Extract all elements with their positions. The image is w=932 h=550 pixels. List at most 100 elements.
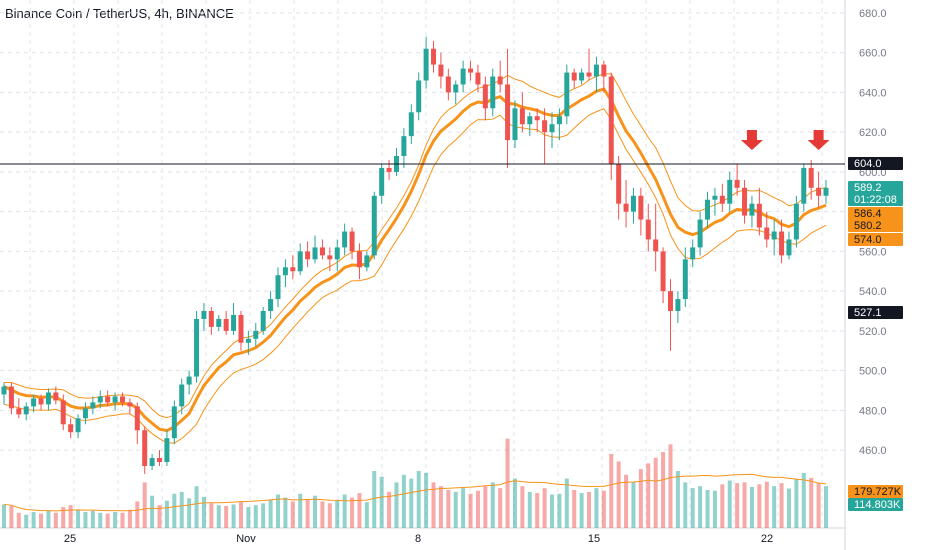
- price-badge-bg: [848, 207, 903, 220]
- candle-body: [231, 314, 237, 331]
- volume-bar: [231, 504, 236, 528]
- candle-body: [364, 255, 370, 268]
- candle-body: [756, 203, 762, 228]
- candle-body: [771, 231, 777, 240]
- volume-bar: [461, 488, 466, 528]
- volume-bar: [157, 505, 162, 528]
- volume-bar: [209, 503, 214, 528]
- candle-body: [223, 318, 229, 331]
- candle-body: [416, 80, 422, 113]
- candle-body: [653, 239, 659, 252]
- volume-bar: [276, 494, 280, 528]
- candle-body: [327, 255, 333, 260]
- price-badge-bg: [848, 306, 903, 319]
- candle-body: [705, 199, 711, 220]
- candle-body: [186, 376, 192, 385]
- volume-bar: [53, 512, 58, 528]
- candle-body: [793, 203, 799, 240]
- volume-bar: [83, 512, 88, 528]
- volume-bar: [609, 453, 614, 528]
- volume-bar: [698, 486, 703, 528]
- volume-bar: [387, 491, 392, 528]
- volume-bar: [164, 500, 169, 528]
- candle-body: [201, 311, 207, 319]
- candle-body: [194, 318, 200, 377]
- candle-body: [386, 167, 392, 172]
- candle-body: [179, 384, 185, 407]
- candle-body: [290, 267, 296, 272]
- volume-bar: [631, 482, 636, 528]
- price-tick-label: 620.0: [859, 127, 887, 139]
- candle-body: [438, 64, 444, 77]
- volume-bar: [690, 488, 695, 528]
- volume-bar: [298, 493, 303, 528]
- time-tick-label: 15: [588, 533, 600, 545]
- volume-bar: [172, 493, 177, 528]
- volume-bar: [98, 512, 103, 528]
- volume-bar: [16, 512, 21, 528]
- candle-body: [638, 195, 644, 220]
- candle-body: [334, 247, 340, 260]
- candle-body: [38, 398, 44, 405]
- candle-body: [342, 231, 348, 248]
- volume-bar: [772, 486, 777, 528]
- price-tick-label: 560.0: [859, 246, 887, 258]
- down-arrow-icon: [740, 130, 763, 151]
- volume-bar: [720, 484, 725, 528]
- volume-bar: [475, 490, 480, 528]
- volume-bar: [550, 494, 554, 528]
- volume-bar: [335, 500, 340, 528]
- candle-body: [119, 396, 125, 403]
- price-tick-label: 480.0: [859, 405, 887, 417]
- volume-bar: [142, 482, 147, 528]
- volume-bar: [120, 512, 125, 528]
- volume-bar: [90, 510, 95, 528]
- price-badge-label: 574.0: [854, 234, 882, 246]
- volume-bar: [238, 501, 243, 528]
- volume-bar: [372, 471, 377, 528]
- price-tick-label: 520.0: [859, 326, 887, 338]
- price-badge: 574.0: [848, 233, 903, 246]
- candle-body: [268, 299, 274, 312]
- price-tick-label: 660.0: [859, 48, 887, 60]
- candle-body: [808, 167, 814, 188]
- volume-bar: [505, 438, 510, 528]
- candle-body: [453, 84, 459, 93]
- volume-bar: [557, 493, 562, 528]
- candle-body: [171, 406, 177, 439]
- volume-bar: [76, 509, 81, 528]
- volume-bar: [105, 513, 110, 528]
- candle-body: [505, 84, 511, 141]
- candle-body: [260, 311, 266, 331]
- price-badge-label: 114.803K: [854, 499, 901, 511]
- volume-bar: [127, 509, 132, 528]
- volume-bar: [764, 481, 769, 528]
- candle-body: [490, 76, 496, 109]
- candle-body: [549, 124, 555, 133]
- volume-bar: [564, 478, 569, 528]
- volume-bar: [661, 452, 666, 528]
- price-tick-label: 540.0: [859, 286, 887, 298]
- volume-bar: [446, 490, 451, 528]
- candle-body: [282, 267, 288, 276]
- candle-body: [312, 247, 318, 260]
- price-axis-bg: [845, 0, 932, 550]
- price-badge-label: 589.2: [854, 182, 882, 194]
- candle-body: [164, 438, 170, 463]
- volume-bar: [535, 493, 540, 528]
- down-arrow-icon: [807, 130, 830, 151]
- candle-body: [571, 72, 577, 81]
- volume-bar: [261, 503, 266, 528]
- candle-body: [408, 112, 414, 137]
- volume-bar: [638, 469, 643, 528]
- volume-bar: [135, 501, 140, 528]
- candle-body: [645, 219, 651, 240]
- candle-body: [16, 408, 22, 415]
- candle-body: [468, 68, 474, 73]
- candle-body: [245, 338, 251, 343]
- volume-bar: [194, 486, 199, 528]
- ema-upper-line: [4, 73, 827, 419]
- volume-bar: [187, 498, 192, 528]
- candle-body: [253, 330, 259, 339]
